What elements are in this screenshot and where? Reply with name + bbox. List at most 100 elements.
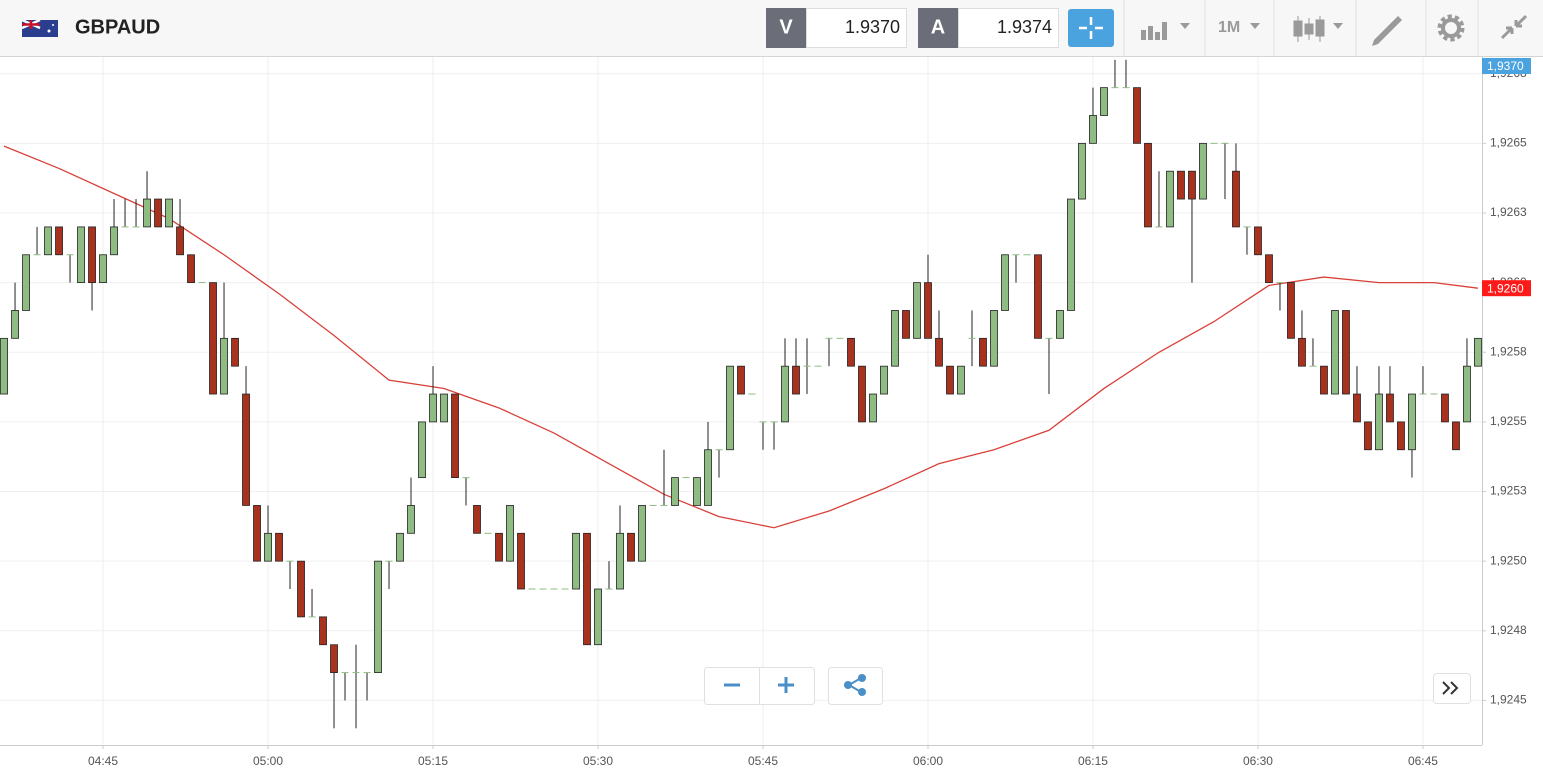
bid-box	[806, 8, 907, 48]
candle-body	[539, 588, 547, 590]
price-tag-label: 1,9260	[1487, 281, 1524, 295]
candle-body	[616, 532, 624, 590]
candle-body	[1023, 254, 1031, 256]
candle-body	[550, 588, 558, 590]
y-tick-label: 1,9263	[1490, 205, 1527, 219]
candle-body	[759, 421, 767, 423]
candle-body	[1045, 337, 1053, 339]
flag	[21, 18, 58, 37]
candle-body	[990, 310, 998, 367]
candle-body	[209, 282, 217, 395]
candle-body	[847, 337, 855, 367]
candle-body	[1441, 393, 1449, 423]
symbol: GBPAUD	[75, 16, 160, 38]
candle-body	[770, 421, 778, 423]
candle-body	[55, 226, 63, 256]
candle-body	[451, 393, 459, 478]
scroll-latest-button[interactable]	[1433, 673, 1471, 704]
settings-button[interactable]	[1437, 14, 1465, 42]
candle-body	[1364, 421, 1372, 451]
candle-body	[176, 226, 184, 256]
candle-body	[1397, 421, 1405, 451]
candle-body	[33, 254, 41, 256]
candle-body	[1111, 87, 1119, 89]
ask-box	[958, 8, 1059, 48]
candle-body	[803, 365, 811, 367]
candle-body	[1122, 87, 1130, 89]
candle-body	[572, 532, 580, 590]
price-tag	[1482, 58, 1531, 74]
x-tick-label: 06:45	[1408, 754, 1438, 768]
collapse-button[interactable]	[1500, 14, 1528, 40]
candle-body	[660, 504, 668, 506]
candle-body	[1166, 170, 1174, 228]
candle-body	[627, 532, 635, 562]
candle-body	[363, 672, 371, 674]
candle-body	[66, 254, 74, 256]
ask-button[interactable]	[918, 8, 958, 48]
zoom-in-button[interactable]	[778, 677, 794, 693]
candle-body	[836, 337, 844, 339]
candle-body	[748, 393, 756, 395]
candle-body	[1463, 365, 1471, 423]
candle-body	[308, 616, 316, 618]
bid-price: 1.9370	[845, 17, 900, 37]
candle-body	[484, 532, 492, 534]
candle-body	[407, 505, 415, 534]
candle-body	[1452, 421, 1460, 451]
candle-body	[110, 226, 118, 256]
candle-body	[440, 393, 448, 423]
bid-label: V	[779, 16, 793, 38]
candle-body	[1243, 226, 1251, 228]
ask-price: 1.9374	[997, 17, 1052, 37]
x-tick-label: 05:30	[583, 754, 613, 768]
candle-body	[154, 198, 162, 228]
share-button[interactable]	[828, 667, 883, 705]
draw-button[interactable]	[1372, 16, 1402, 46]
candle-body	[715, 449, 723, 451]
x-tick-label: 06:15	[1078, 754, 1108, 768]
candle-body	[1287, 282, 1295, 339]
y-tick-label: 1,9258	[1490, 344, 1527, 358]
candle-body	[902, 310, 910, 339]
candle-body	[880, 365, 888, 395]
bid-button[interactable]	[766, 8, 806, 48]
timeframe-button[interactable]: 1M	[1218, 19, 1240, 36]
candle-body	[1067, 198, 1075, 311]
crosshair-button[interactable]	[1068, 9, 1114, 47]
candle-body	[682, 477, 690, 479]
candle-body	[1210, 142, 1218, 144]
chart-type-button[interactable]	[1293, 16, 1343, 42]
candle-body	[704, 449, 712, 506]
candle-body	[132, 226, 140, 228]
candle-body	[385, 560, 393, 562]
candle-body	[473, 505, 481, 534]
candle-body	[1265, 254, 1273, 284]
candle-body	[1320, 365, 1328, 395]
candle-body	[946, 365, 954, 395]
candle-body	[913, 282, 921, 339]
candle-body	[1199, 142, 1207, 200]
candle-body	[1089, 115, 1097, 144]
candle-body	[1177, 170, 1185, 200]
candle-body	[198, 282, 206, 284]
x-tick-label: 05:45	[748, 754, 778, 768]
candle-body	[275, 532, 283, 562]
candle-body	[1419, 393, 1427, 395]
candle-body	[77, 226, 85, 284]
candle-body	[286, 560, 294, 562]
toolbar-separators	[1123, 0, 1479, 56]
candle-body	[11, 310, 19, 339]
candle-body	[1386, 393, 1394, 423]
candle-body	[253, 505, 261, 562]
candle-body	[1034, 254, 1042, 339]
candle-body	[649, 504, 657, 506]
candle-body	[968, 337, 976, 339]
candle-body	[528, 588, 536, 590]
price-tag	[1482, 280, 1531, 297]
candle-body	[187, 254, 195, 284]
indicator-button[interactable]	[1141, 22, 1190, 40]
candle-body	[792, 365, 800, 395]
candle-body	[825, 337, 833, 339]
candle-body	[1012, 254, 1020, 256]
